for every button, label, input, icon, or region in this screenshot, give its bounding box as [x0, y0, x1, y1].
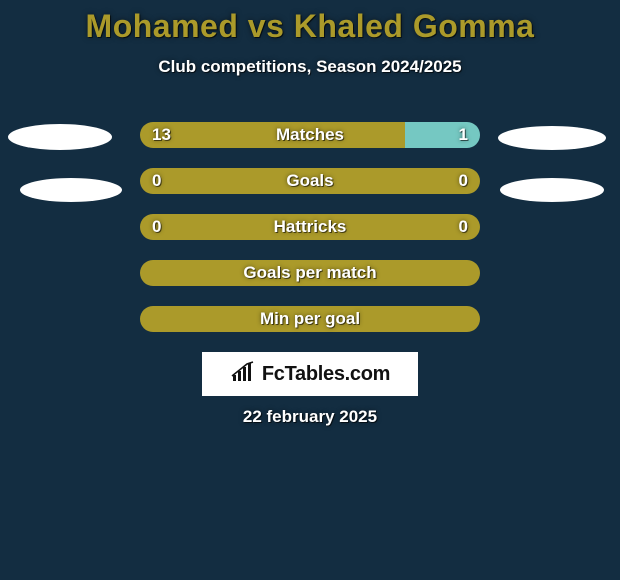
comparison-row: Hattricks00: [0, 214, 620, 240]
bar-track: [140, 122, 480, 148]
bar-track: [140, 168, 480, 194]
comparison-row: Goals per match: [0, 260, 620, 286]
bar-track: [140, 260, 480, 286]
watermark-text: FcTables.com: [262, 363, 390, 386]
stage: Mohamed vs Khaled Gomma Club competition…: [0, 0, 620, 580]
bar-left: [140, 214, 480, 240]
bar-left: [140, 306, 480, 332]
comparison-row: Goals00: [0, 168, 620, 194]
watermark: FcTables.com: [202, 352, 418, 396]
comparison-row: Matches131: [0, 122, 620, 148]
bar-track: [140, 214, 480, 240]
comparison-rows: Matches131 Goals00 Hattricks00 Goals per ma…: [0, 122, 620, 352]
bar-track: [140, 306, 480, 332]
bar-right: [405, 122, 480, 148]
bar-left: [140, 260, 480, 286]
bar-left: [140, 122, 405, 148]
bar-left: [140, 168, 480, 194]
chart-icon: [230, 361, 256, 388]
comparison-row: Min per goal: [0, 306, 620, 332]
date-label: 22 february 2025: [0, 407, 620, 427]
subtitle: Club competitions, Season 2024/2025: [0, 57, 620, 77]
page-title: Mohamed vs Khaled Gomma: [0, 0, 620, 45]
